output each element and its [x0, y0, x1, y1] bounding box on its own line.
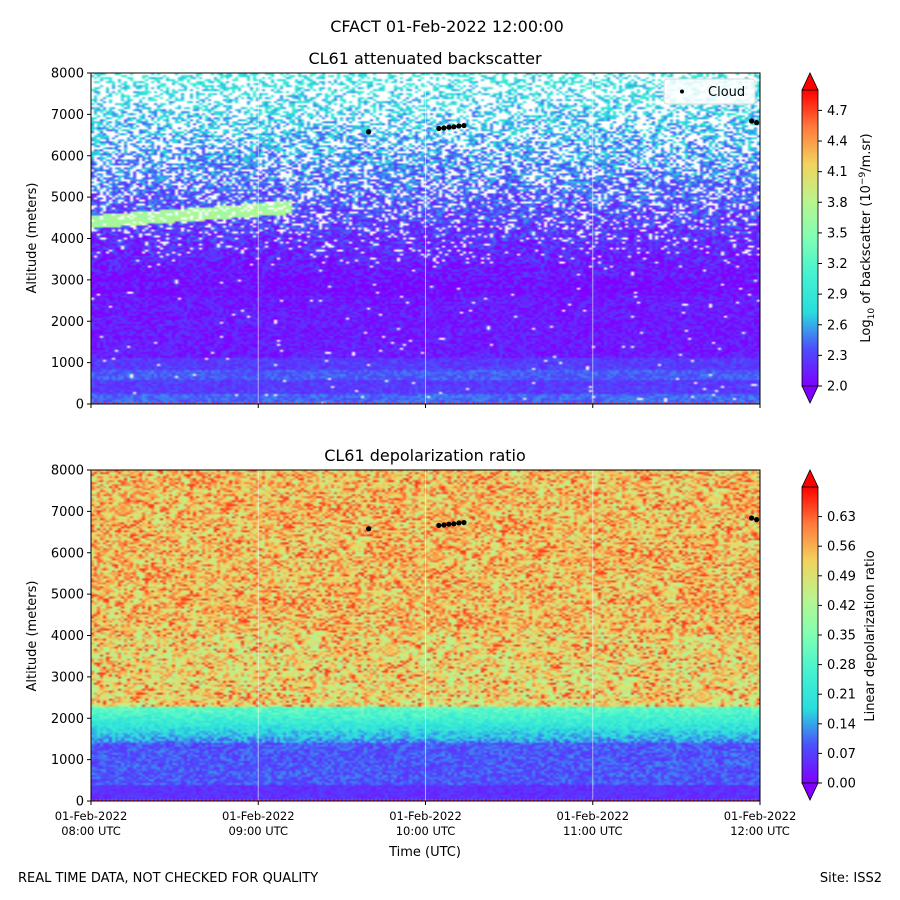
- cloud-point: [754, 120, 760, 126]
- cloud-point: [441, 522, 447, 528]
- y-tick-label: 4000: [51, 232, 84, 247]
- depolarization-colorbar-gradient: [801, 486, 819, 784]
- y-tick-label: 4000: [51, 629, 84, 644]
- colorbar-tick-label: 3.5: [827, 226, 848, 241]
- colorbar-tick-label: 0.14: [827, 717, 856, 732]
- y-tick-label: 5000: [51, 588, 84, 603]
- colorbar-tick-label: 3.8: [827, 196, 848, 211]
- backscatter-gridlines: [91, 73, 760, 404]
- colorbar-tick-label: 0.00: [827, 777, 856, 792]
- cloud-point: [749, 118, 755, 124]
- depolarization-colorbar: 0.00 0.07 0.14 0.21 0.28 0.35 0.42 0.49 0.56 0.63…: [801, 469, 878, 801]
- y-tick-label: 3000: [51, 273, 84, 288]
- colorbar-tick-label: 0.63: [827, 510, 856, 525]
- y-tick-label: 7000: [51, 505, 84, 520]
- depolarization-colorbar-label: Linear depolarization ratio: [863, 550, 878, 721]
- x-tick-label: 01-Feb-2022: [556, 809, 629, 823]
- depolarization-xlabel: Time (UTC): [388, 845, 461, 860]
- cloud-point: [366, 129, 372, 135]
- x-tick-label: 11:00 UTC: [563, 824, 623, 838]
- x-tick-label: 10:00 UTC: [396, 824, 456, 838]
- colorbar-tick-label: 0.42: [827, 599, 856, 614]
- y-tick-label: 1000: [51, 753, 84, 768]
- cloud-point: [754, 517, 760, 523]
- cloud-point: [456, 123, 462, 129]
- backscatter-title: CL61 attenuated backscatter: [308, 49, 542, 68]
- colorbar-tick-label: 0.35: [827, 629, 856, 644]
- figure-suptitle: CFACT 01-Feb-2022 12:00:00: [330, 17, 564, 36]
- colorbar-tick-label: 4.4: [827, 135, 848, 150]
- colorbar-tick-label: 0.49: [827, 569, 856, 584]
- cloud-point: [461, 519, 467, 526]
- quality-disclaimer: REAL TIME DATA, NOT CHECKED FOR QUALITY: [18, 871, 318, 886]
- legend-cloud-label: Cloud: [708, 85, 745, 100]
- cloud-point: [446, 124, 452, 130]
- backscatter-colorbar-gradient: [801, 89, 819, 387]
- cloud-point: [436, 125, 442, 132]
- depolarization-colorbar-ticks: 0.00 0.07 0.14 0.21 0.28 0.35 0.42 0.49 0.56 0.63: [818, 510, 856, 792]
- backscatter-colorbar: 2.0 2.3 2.6 2.9 3.2 3.5 3.8 4.1 4.4 4.7 Log10 of …: [801, 72, 877, 404]
- backscatter-colorbar-min-extend: [801, 385, 819, 404]
- backscatter-colorbar-label: Log10 of backscatter (10−9/m.sr): [858, 133, 877, 342]
- backscatter-y-axis: 0 1000 2000 3000 4000 5000 6000 7000 8000: [51, 67, 91, 413]
- colorbar-tick-label: 2.9: [827, 288, 848, 303]
- colorbar-tick-label: 4.1: [827, 165, 848, 180]
- cloud-point: [749, 515, 755, 521]
- cloud-point: [451, 521, 457, 527]
- x-tick-label: 01-Feb-2022: [724, 809, 797, 823]
- x-tick-label: 09:00 UTC: [228, 824, 288, 838]
- x-tick-label: 01-Feb-2022: [389, 809, 462, 823]
- colorbar-tick-label: 0.21: [827, 688, 856, 703]
- x-tick-label: 08:00 UTC: [61, 824, 121, 838]
- colorbar-tick-label: 2.0: [827, 380, 848, 395]
- backscatter-ylabel: Altitude (meters): [25, 183, 40, 294]
- y-tick-label: 0: [76, 795, 84, 810]
- depolarization-colorbar-max-extend: [801, 469, 819, 488]
- colorbar-tick-label: 0.56: [827, 540, 856, 555]
- backscatter-cloud-points: [366, 118, 760, 135]
- cloud-point: [461, 122, 467, 129]
- cloud-point: [451, 124, 457, 130]
- y-tick-label: 2000: [51, 712, 84, 727]
- y-tick-label: 1000: [51, 356, 84, 371]
- y-tick-label: 8000: [51, 464, 84, 479]
- backscatter-colorbar-max-extend: [801, 72, 819, 91]
- legend-cloud-marker: [680, 89, 684, 94]
- colorbar-tick-label: 2.6: [827, 318, 848, 333]
- depolarization-cloud-points: [366, 515, 760, 532]
- x-tick-label: 01-Feb-2022: [222, 809, 295, 823]
- cloud-point: [436, 522, 442, 529]
- colorbar-tick-label: 4.7: [827, 104, 848, 119]
- colorbar-tick-label: 0.07: [827, 747, 856, 762]
- site-label: Site: ISS2: [820, 871, 882, 886]
- y-tick-label: 5000: [51, 191, 84, 206]
- cloud-point: [446, 521, 452, 527]
- y-tick-label: 8000: [51, 67, 84, 82]
- depolarization-gridlines: [91, 470, 760, 801]
- legend: Cloud: [663, 78, 756, 105]
- x-tick-label: 12:00 UTC: [730, 824, 790, 838]
- x-tick-label: 01-Feb-2022: [55, 809, 128, 823]
- legend-box: [663, 78, 756, 105]
- y-tick-label: 0: [76, 398, 84, 413]
- cloud-point: [441, 125, 447, 131]
- y-tick-label: 6000: [51, 149, 84, 164]
- depolarization-colorbar-min-extend: [801, 782, 819, 801]
- y-tick-label: 7000: [51, 108, 84, 123]
- colorbar-tick-label: 3.2: [827, 257, 848, 272]
- depolarization-ylabel: Altitude (meters): [25, 581, 40, 692]
- y-tick-label: 3000: [51, 670, 84, 685]
- backscatter-x-axis: [90, 404, 761, 408]
- colorbar-tick-label: 2.3: [827, 349, 848, 364]
- colorbar-tick-label: 0.28: [827, 658, 856, 673]
- depolarization-title: CL61 depolarization ratio: [324, 446, 526, 465]
- cloud-point: [366, 526, 372, 532]
- backscatter-colorbar-ticks: 2.0 2.3 2.6 2.9 3.2 3.5 3.8 4.1 4.4 4.7: [818, 104, 848, 395]
- y-tick-label: 2000: [51, 315, 84, 330]
- y-tick-label: 6000: [51, 546, 84, 561]
- depolarization-y-axis: 0 1000 2000 3000 4000 5000 6000 7000 8000: [51, 464, 91, 810]
- cloud-point: [456, 520, 462, 526]
